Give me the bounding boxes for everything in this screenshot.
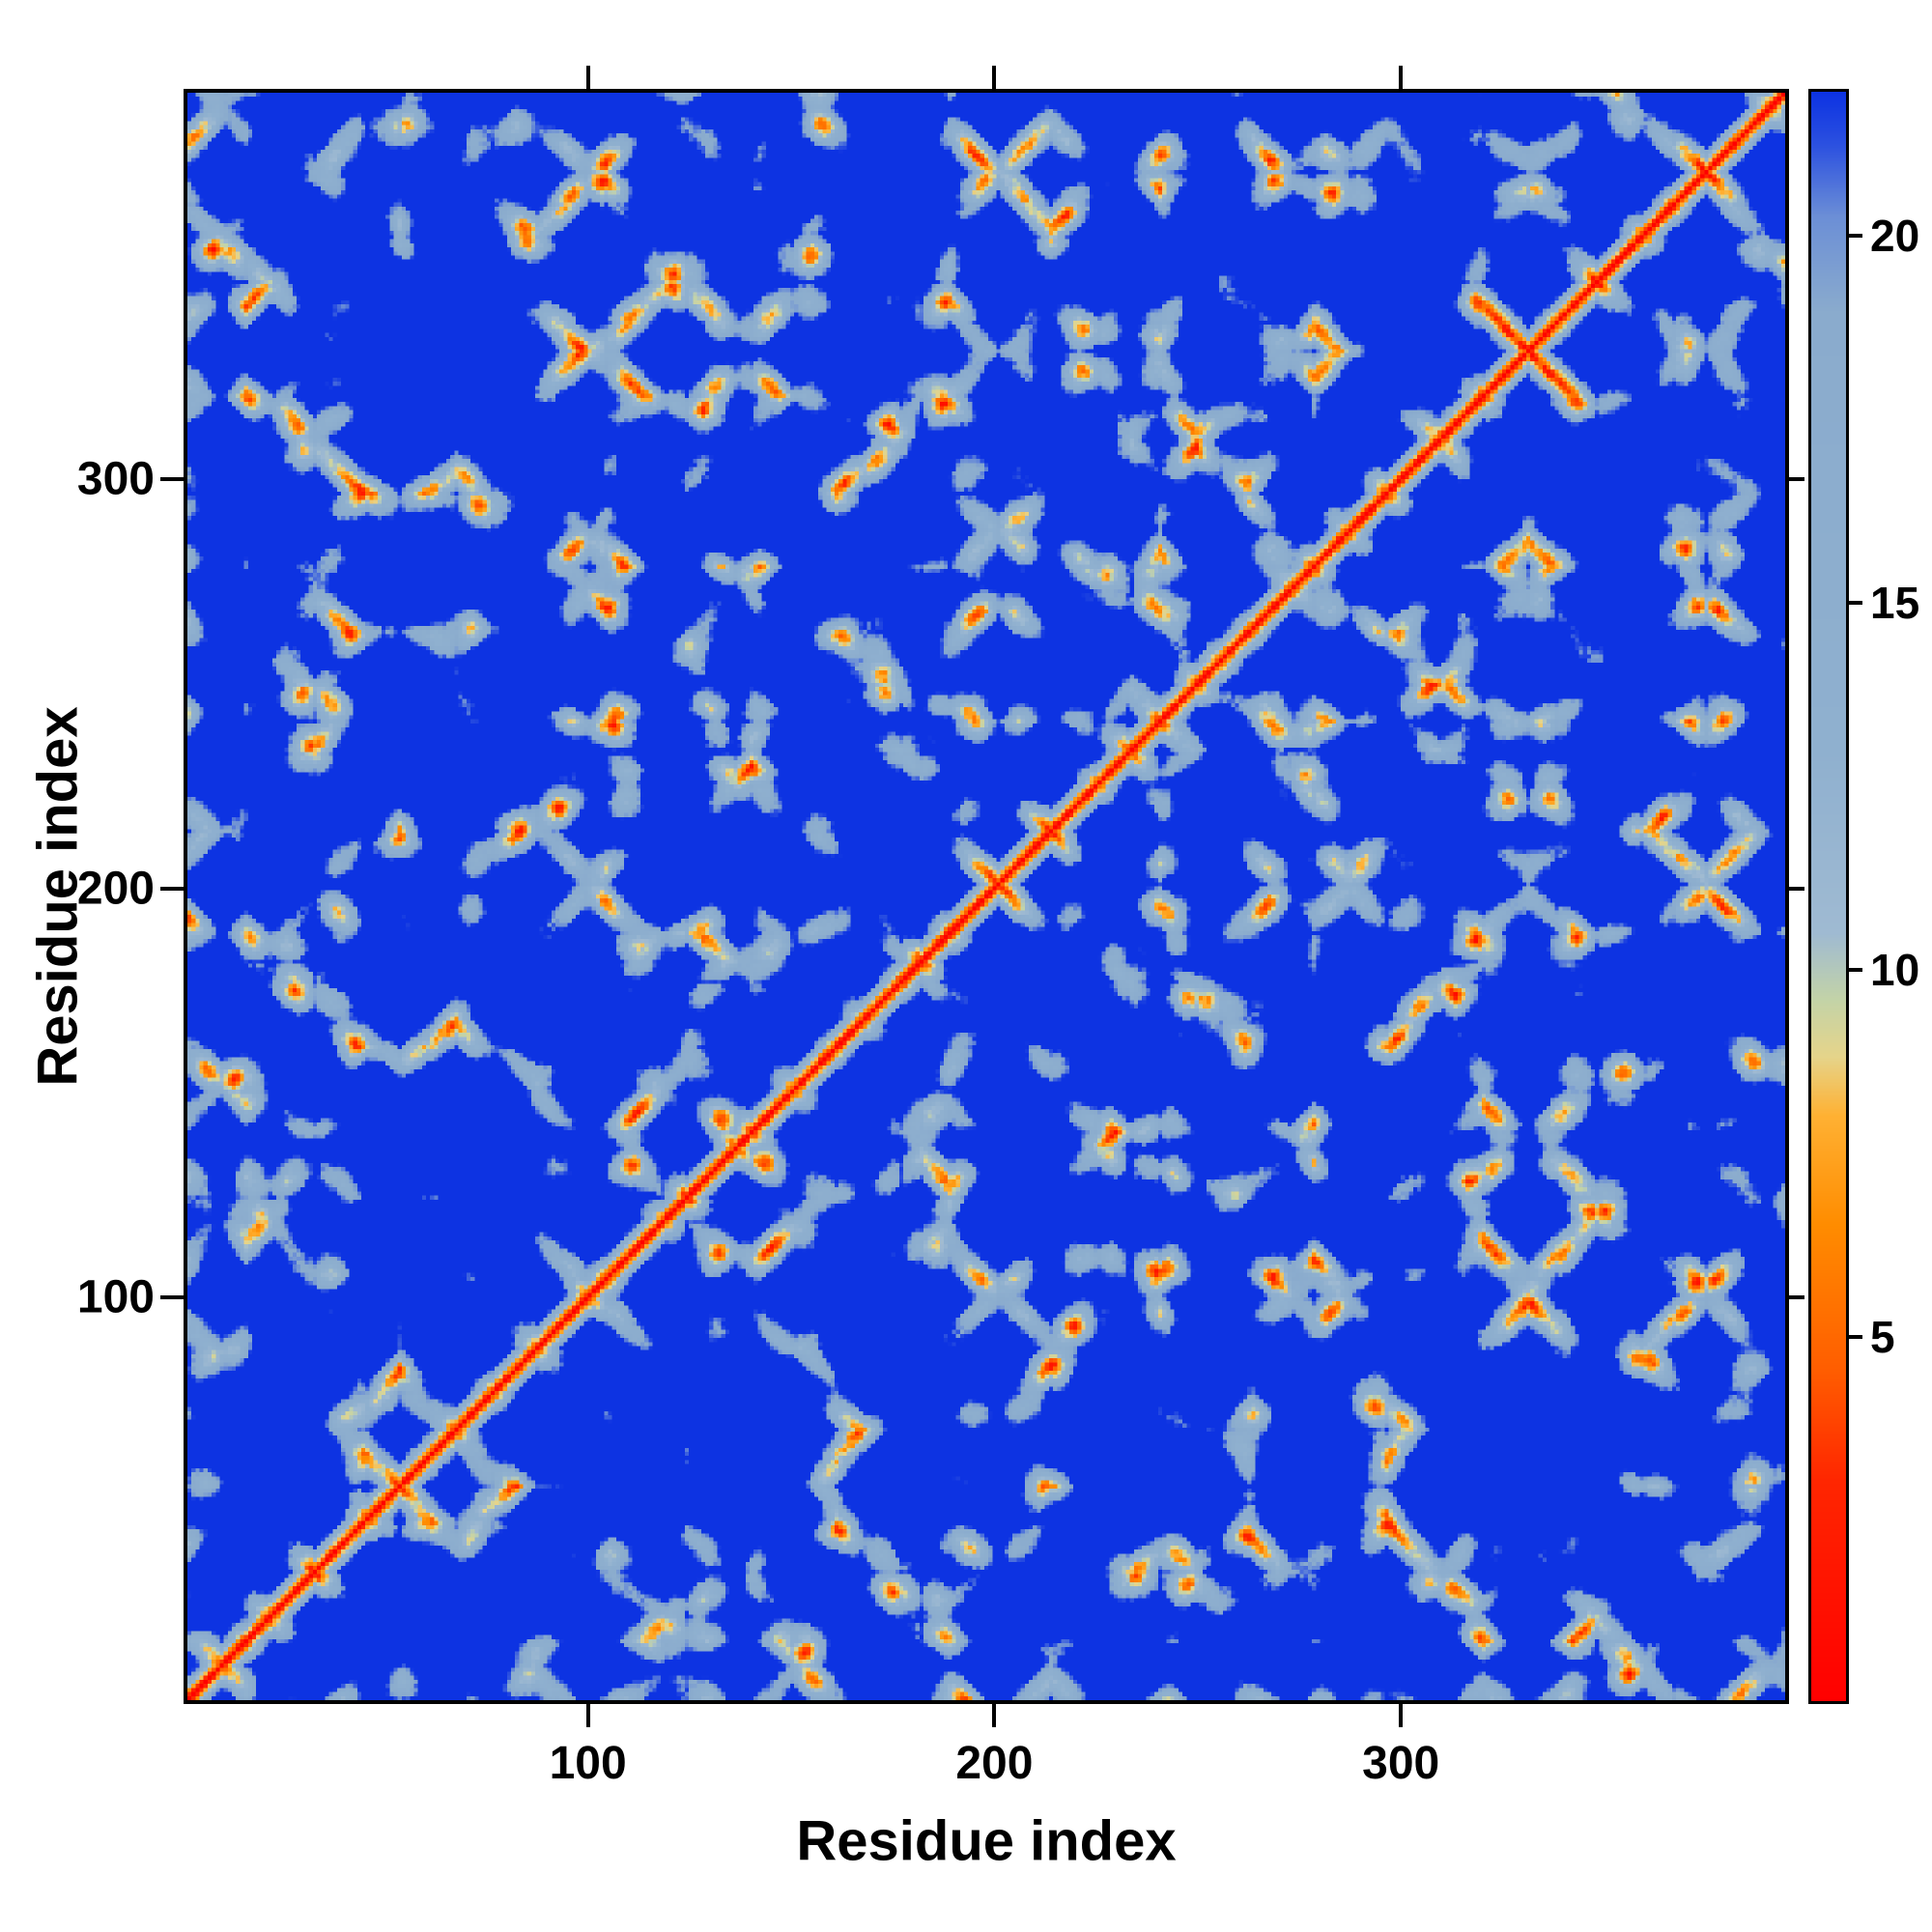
colorbar-tick <box>1849 601 1862 605</box>
x-axis-label: Residue index <box>796 1809 1177 1873</box>
y-axis-tick-right <box>1789 886 1804 891</box>
y-tick-label: 100 <box>76 1271 155 1323</box>
colorbar-tick <box>1849 234 1862 238</box>
heatmap-plot-area <box>184 89 1789 1704</box>
x-axis-tick <box>585 1704 590 1727</box>
x-axis-tick <box>992 1704 997 1727</box>
x-tick-label: 200 <box>955 1738 1034 1789</box>
y-tick-label: 300 <box>76 453 155 505</box>
y-axis-tick <box>160 1294 184 1299</box>
colorbar-tick-label: 20 <box>1870 211 1920 261</box>
colorbar-tick-label: 15 <box>1870 578 1920 628</box>
x-axis-tick-top <box>992 66 997 89</box>
x-tick-label: 300 <box>1362 1738 1440 1789</box>
x-tick-label: 100 <box>549 1738 627 1789</box>
y-axis-tick <box>160 886 184 891</box>
x-axis-tick-top <box>1399 66 1404 89</box>
x-axis-tick-top <box>585 66 590 89</box>
colorbar-tick <box>1849 1335 1862 1339</box>
heatmap-canvas <box>187 93 1785 1700</box>
colorbar-tick-label: 5 <box>1870 1312 1895 1362</box>
colorbar <box>1808 89 1849 1704</box>
x-axis-tick <box>1399 1704 1404 1727</box>
y-axis-tick-right <box>1789 1294 1804 1299</box>
colorbar-tick <box>1849 968 1862 972</box>
colorbar-canvas <box>1811 92 1846 1701</box>
y-axis-tick <box>160 477 184 482</box>
y-tick-label: 200 <box>76 863 155 915</box>
colorbar-tick-label: 10 <box>1870 945 1920 995</box>
y-axis-tick-right <box>1789 477 1804 482</box>
